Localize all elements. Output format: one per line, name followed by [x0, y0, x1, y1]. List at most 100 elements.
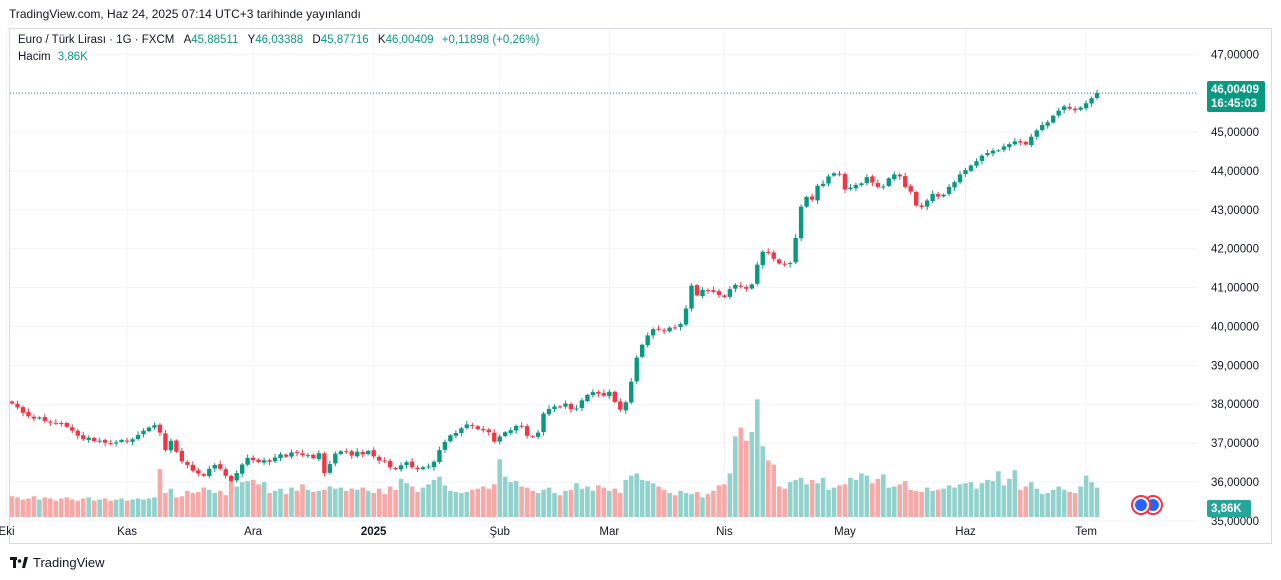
time-tick-label: Tem — [1075, 526, 1097, 538]
candle-body — [338, 451, 343, 455]
volume-bar — [163, 493, 168, 517]
candle-body — [486, 429, 491, 433]
candle-body — [355, 451, 360, 457]
tradingview-logo-icon — [10, 556, 28, 568]
candle-body — [601, 393, 607, 396]
candle-body — [766, 251, 771, 253]
candle-body — [700, 289, 705, 297]
volume-bar — [924, 487, 930, 517]
volume-bar — [957, 484, 963, 517]
volume-bar — [223, 495, 229, 517]
candle-body — [1072, 108, 1078, 111]
candle-body — [837, 173, 842, 175]
volume-bar — [787, 482, 793, 517]
candle-body — [634, 357, 639, 382]
volume-bar — [793, 479, 798, 517]
volume-bar — [360, 487, 366, 517]
last-price-value: 46,00409 — [1211, 84, 1259, 96]
candle-body — [431, 461, 437, 468]
volume-bar — [891, 486, 897, 517]
volume-bar — [974, 488, 979, 517]
volume-bar — [815, 483, 820, 517]
candle-body — [585, 394, 590, 402]
event-icons[interactable] — [1131, 495, 1163, 515]
candle-body — [9, 401, 15, 404]
volume-bar — [1050, 489, 1056, 517]
candle-body — [135, 434, 141, 439]
volume-bar — [996, 471, 1001, 517]
volume-bar — [206, 489, 212, 517]
candle-body — [689, 285, 694, 309]
volume-bar — [820, 477, 826, 517]
candle-body — [245, 457, 250, 465]
volume-bar — [656, 486, 661, 517]
volume-bar — [1018, 489, 1023, 517]
price-tick-label: 44,00000 — [1211, 166, 1259, 178]
candle-body — [464, 424, 470, 428]
volume-bar — [420, 487, 426, 517]
candle-body — [196, 470, 201, 474]
candle-body — [1061, 106, 1067, 110]
candle-body — [152, 425, 157, 428]
volume-bar — [190, 493, 196, 517]
countdown-value: 16:45:03 — [1211, 98, 1257, 110]
tradingview-brand[interactable]: TradingView — [10, 555, 105, 570]
price-tick-label: 38,00000 — [1211, 399, 1259, 411]
volume-bar — [228, 478, 234, 517]
volume-bar — [316, 490, 322, 517]
candle-body — [26, 412, 31, 417]
candle-body — [618, 401, 623, 410]
volume-bar — [683, 493, 689, 517]
candle-body — [793, 237, 798, 263]
volume-bar — [661, 489, 667, 517]
candle-body — [848, 187, 853, 190]
ohlc-low-value: 45,87716 — [320, 34, 369, 46]
volume-bar — [42, 497, 48, 517]
candle-body — [459, 428, 464, 434]
candle-body — [771, 252, 776, 259]
volume-bar — [185, 490, 190, 517]
volume-bar — [91, 500, 97, 517]
candle-body — [289, 452, 294, 457]
volume-bar — [831, 487, 837, 517]
candle-body — [629, 381, 634, 403]
candle-body — [75, 430, 80, 436]
volume-bar — [289, 487, 294, 517]
candle-body — [360, 451, 365, 455]
volume-bar — [771, 464, 777, 517]
volume-bar — [908, 489, 914, 517]
volume-bar — [278, 488, 283, 517]
volume-bar — [86, 497, 92, 517]
candle-body — [130, 439, 135, 442]
volume-bar — [113, 499, 119, 517]
volume-bar — [667, 493, 672, 517]
candle-body — [37, 417, 42, 419]
price-tick-label: 47,00000 — [1211, 49, 1259, 61]
candle-body — [398, 465, 404, 470]
volume-bar — [409, 486, 415, 517]
volume-bar — [404, 483, 409, 517]
time-tick-label: Mar — [599, 526, 619, 538]
volume-bar — [480, 486, 486, 517]
volume-bar — [256, 484, 261, 517]
volume-bar — [59, 498, 64, 517]
volume-bar — [387, 486, 393, 517]
volume-bar — [354, 489, 360, 517]
volume-bar — [579, 488, 585, 517]
chart-frame — [9, 28, 1272, 544]
candle-body — [656, 328, 661, 330]
candle-body — [957, 174, 963, 183]
candle-body — [541, 413, 546, 433]
candle-body — [892, 174, 897, 180]
candle-body — [683, 308, 689, 325]
volume-bar — [617, 493, 623, 517]
candle-body — [826, 176, 831, 184]
candle-body — [908, 186, 913, 192]
volume-bar — [881, 474, 886, 517]
candle-body — [782, 263, 787, 265]
volume-bar — [338, 487, 344, 517]
volume-bar — [1023, 486, 1029, 517]
volume-bar — [1083, 475, 1089, 517]
candle-body — [760, 251, 765, 266]
